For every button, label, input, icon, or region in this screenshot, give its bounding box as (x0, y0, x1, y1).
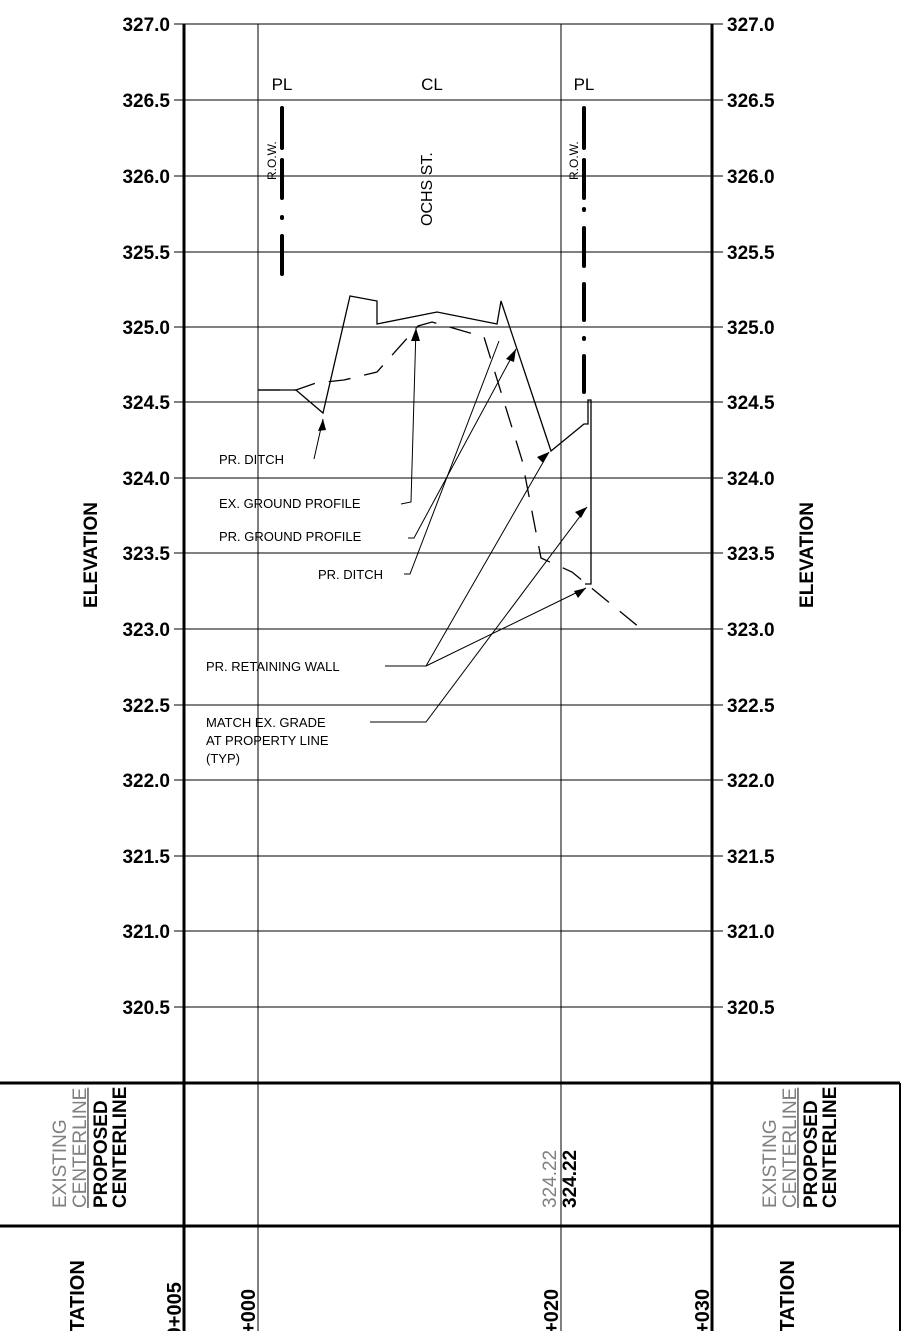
leader-pr-retaining-wall (385, 451, 550, 667)
cl-marker: CL (421, 75, 443, 94)
station-value: -0+005 (164, 1282, 186, 1331)
arrowhead (506, 349, 516, 362)
elevation-label: 323.0 (122, 620, 170, 641)
callout-ex-ground-profile: EX. GROUND PROFILE (219, 496, 361, 511)
row-label-left: R.O.W. (265, 141, 279, 180)
street-name: OCHS ST. (419, 152, 436, 226)
leader-match-grade (370, 506, 588, 723)
proposed-centerline-label: CENTERLINE (110, 1087, 131, 1208)
proposed-ground-profile (258, 295, 592, 585)
elevation-label: 321.0 (727, 922, 775, 943)
axis-title-left: ELEVATION (81, 502, 102, 608)
elevation-label: 322.5 (122, 696, 170, 717)
elevation-label: 321.5 (727, 847, 775, 868)
pl-symbol-right: PL (574, 75, 595, 94)
existing-label: EXISTING (50, 1119, 71, 1208)
elevation-label: 326.5 (122, 91, 170, 112)
proposed-elevation-value: 324.22 (560, 1150, 581, 1208)
elevation-label: 323.5 (122, 544, 170, 565)
existing-label: EXISTING (760, 1119, 781, 1208)
station-label-right: STATION (777, 1260, 799, 1331)
leader-ex-ground-profile (400, 327, 417, 505)
station-value: 0+030 (692, 1289, 714, 1331)
elevation-label: 322.0 (122, 771, 170, 792)
cl-symbol: CL (421, 75, 443, 94)
centerline-table-left: EXISTING CENTERLINE PROPOSED CENTERLINE (50, 1087, 131, 1208)
station-value: 0+020 (541, 1289, 563, 1331)
centerline-table-right: EXISTING CENTERLINE PROPOSED CENTERLINE (760, 1087, 841, 1208)
elevation-label: 325.5 (727, 243, 775, 264)
leader-pr-ditch-2 (404, 340, 500, 575)
arrowhead (575, 507, 587, 518)
elevation-label: 324.0 (122, 469, 170, 490)
elevation-label: 327.0 (727, 15, 775, 36)
callouts: PR. DITCH EX. GROUND PROFILE PR. GROUND … (206, 452, 383, 766)
station-value: 0+000 (238, 1289, 260, 1331)
pl-symbol-left: PL (272, 75, 293, 94)
arrowhead (318, 419, 326, 431)
elevation-label: 324.5 (122, 393, 170, 414)
existing-centerline-label: CENTERLINE (70, 1088, 91, 1208)
elevation-label: 321.5 (122, 847, 170, 868)
callout-pr-ditch: PR. DITCH (219, 452, 284, 467)
callout-match-grade-line1: MATCH EX. GRADE (206, 715, 326, 730)
callout-arrowheads (318, 328, 587, 598)
row-label-right: R.O.W. (567, 141, 581, 180)
existing-elevation-value: 324.22 (540, 1150, 561, 1208)
arrowhead (574, 588, 586, 598)
elevation-label: 324.5 (727, 393, 775, 414)
callout-pr-ground-profile: PR. GROUND PROFILE (219, 529, 362, 544)
leader-pr-ground-profile (408, 348, 517, 539)
callout-leaders (313, 327, 588, 723)
elevation-label: 320.5 (727, 998, 775, 1019)
arrowhead (411, 328, 420, 341)
elevation-label: 322.0 (727, 771, 775, 792)
elevation-label: 326.0 (727, 167, 775, 188)
elevation-labels-right: 327.0 326.5 326.0 325.5 325.0 324.5 324.… (727, 15, 775, 1019)
elevation-label: 326.0 (122, 167, 170, 188)
elevation-label: 325.0 (122, 318, 170, 339)
arrowhead (537, 452, 549, 463)
leader-match-grade-2 (425, 587, 587, 667)
pl-marker-right: PL (574, 75, 595, 94)
axis-title-right: ELEVATION (797, 502, 818, 608)
frame (0, 24, 901, 1331)
elevation-label: 323.0 (727, 620, 775, 641)
grid (174, 23, 723, 1331)
callout-match-grade-line2: AT PROPERTY LINE (206, 733, 329, 748)
elevation-label: 325.0 (727, 318, 775, 339)
callout-match-grade-line3: (TYP) (206, 751, 240, 766)
elevation-label: 326.5 (727, 91, 775, 112)
row-markers (280, 106, 586, 394)
elevation-label: 322.5 (727, 696, 775, 717)
proposed-label: PROPOSED (91, 1100, 112, 1208)
station-label-left: STATION (67, 1260, 89, 1331)
station-table: STATION STATION -0+005 0+000 0+020 0+030 (67, 1260, 799, 1331)
elevation-label: 325.5 (122, 243, 170, 264)
elevation-label: 320.5 (122, 998, 170, 1019)
elevation-label: 323.5 (727, 544, 775, 565)
callout-pr-ditch-2: PR. DITCH (318, 567, 383, 582)
existing-centerline-label: CENTERLINE (780, 1088, 801, 1208)
elevation-label: 321.0 (122, 922, 170, 943)
proposed-centerline-label: CENTERLINE (820, 1087, 841, 1208)
profiles (258, 295, 646, 633)
callout-pr-retaining-wall: PR. RETAINING WALL (206, 659, 340, 674)
pl-marker-left: PL (272, 75, 293, 94)
elevation-labels-left: 327.0 326.5 326.0 325.5 325.0 324.5 324.… (122, 15, 170, 1019)
existing-ground-profile (258, 321, 646, 633)
elevation-label: 324.0 (727, 469, 775, 490)
proposed-label: PROPOSED (801, 1100, 822, 1208)
elevation-label: 327.0 (122, 15, 170, 36)
